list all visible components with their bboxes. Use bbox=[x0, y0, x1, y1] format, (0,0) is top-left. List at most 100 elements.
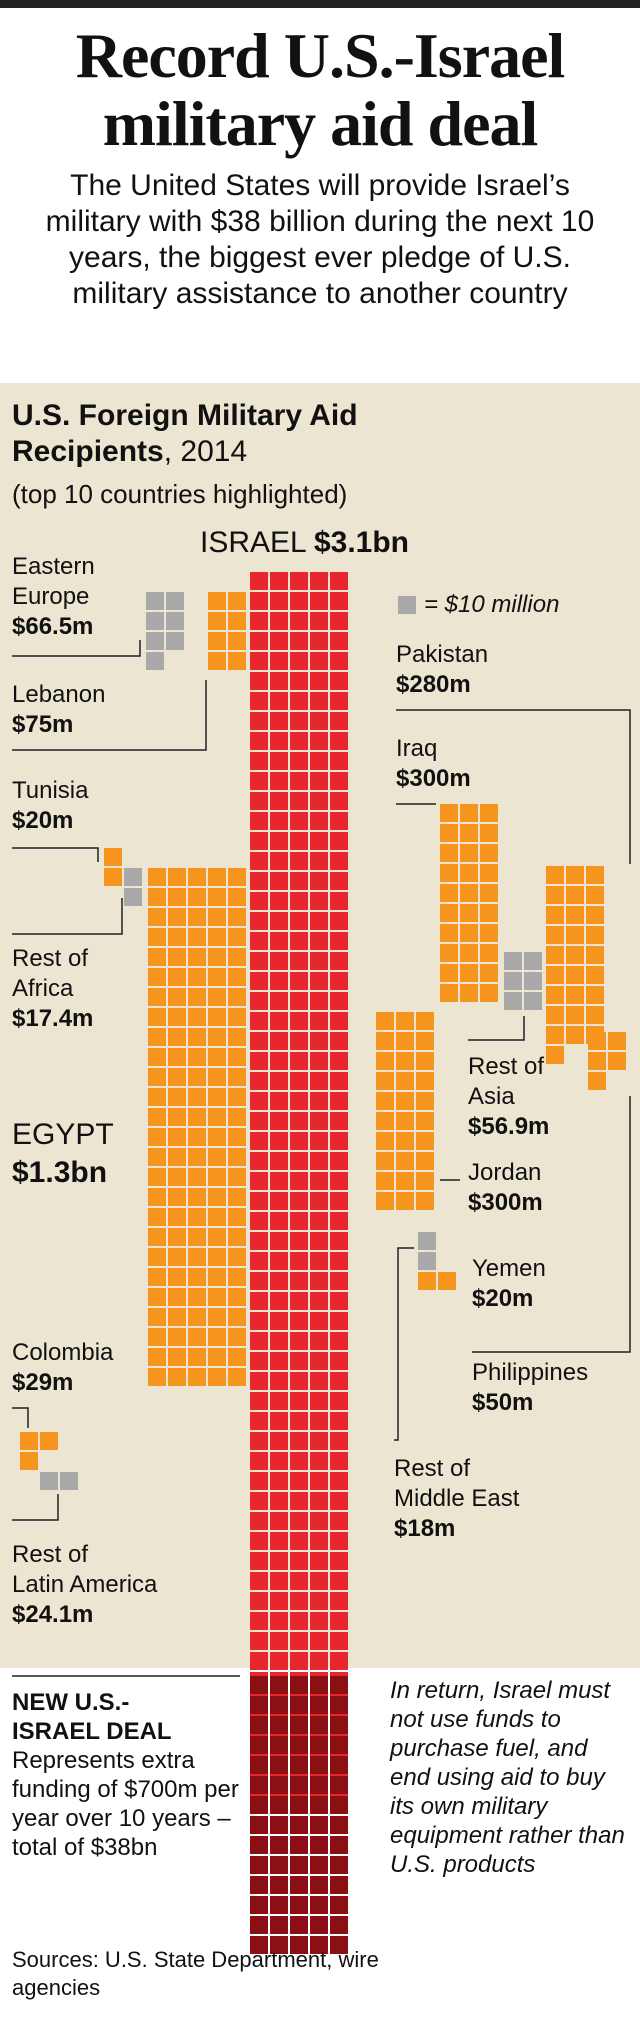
square-israel bbox=[330, 1372, 348, 1390]
square-israel bbox=[270, 1212, 288, 1230]
square-israel bbox=[310, 932, 328, 950]
square-rest-asia bbox=[524, 952, 542, 970]
square-egypt bbox=[228, 1188, 246, 1206]
square-egypt bbox=[148, 1308, 166, 1326]
square-jordan bbox=[416, 1072, 434, 1090]
label-rest-latam-value: $24.1m bbox=[12, 1601, 94, 1628]
square-israel bbox=[290, 1652, 308, 1670]
sources: Sources: U.S. State Department, wire age… bbox=[12, 1947, 379, 2000]
square-egypt bbox=[168, 868, 186, 886]
leader-tunisia bbox=[12, 847, 99, 862]
square-jordan bbox=[376, 1112, 394, 1130]
square-new-deal bbox=[290, 1756, 308, 1774]
square-new-deal bbox=[330, 1936, 348, 1954]
square-israel bbox=[270, 1132, 288, 1150]
square-philippines bbox=[588, 1072, 606, 1090]
square-jordan bbox=[396, 1172, 414, 1190]
square-egypt bbox=[148, 1148, 166, 1166]
square-new-deal bbox=[270, 1676, 288, 1694]
square-new-deal bbox=[270, 1916, 288, 1934]
square-israel bbox=[250, 1592, 268, 1610]
square-israel bbox=[250, 1152, 268, 1170]
square-israel bbox=[290, 972, 308, 990]
square-israel bbox=[290, 1152, 308, 1170]
square-pakistan bbox=[586, 866, 604, 884]
square-egypt bbox=[148, 1368, 166, 1386]
square-tunisia bbox=[104, 868, 122, 886]
square-jordan bbox=[376, 1132, 394, 1150]
square-new-deal bbox=[310, 1816, 328, 1834]
square-israel bbox=[330, 872, 348, 890]
square-rest-asia bbox=[524, 972, 542, 990]
square-pakistan bbox=[566, 986, 584, 1004]
square-egypt bbox=[168, 1208, 186, 1226]
square-egypt bbox=[228, 1308, 246, 1326]
square-egypt bbox=[208, 968, 226, 986]
square-new-deal bbox=[290, 1836, 308, 1854]
square-israel bbox=[270, 1452, 288, 1470]
square-egypt bbox=[148, 908, 166, 926]
legend-text: = $10 million bbox=[424, 591, 560, 618]
square-israel bbox=[330, 1432, 348, 1450]
square-iraq bbox=[480, 864, 498, 882]
square-israel bbox=[270, 1632, 288, 1650]
square-egypt bbox=[228, 1288, 246, 1306]
square-israel bbox=[270, 1072, 288, 1090]
label-colombia-name: Colombia bbox=[12, 1339, 114, 1366]
label-colombia: Colombia $29m bbox=[12, 1338, 113, 1398]
square-egypt bbox=[148, 1008, 166, 1026]
square-new-deal bbox=[290, 1816, 308, 1834]
square-pakistan bbox=[586, 1006, 604, 1024]
square-israel bbox=[330, 692, 348, 710]
square-iraq bbox=[460, 804, 478, 822]
square-eastern-europe bbox=[146, 612, 164, 630]
square-israel bbox=[250, 1412, 268, 1430]
square-israel bbox=[270, 572, 288, 590]
square-new-deal bbox=[310, 1936, 328, 1954]
square-israel bbox=[330, 912, 348, 930]
square-egypt bbox=[148, 1028, 166, 1046]
square-iraq bbox=[480, 884, 498, 902]
square-egypt bbox=[228, 1048, 246, 1066]
square-new-deal bbox=[250, 1776, 268, 1794]
square-egypt bbox=[168, 1108, 186, 1126]
square-egypt bbox=[208, 888, 226, 906]
square-egypt bbox=[148, 1268, 166, 1286]
square-israel bbox=[250, 1272, 268, 1290]
square-egypt bbox=[188, 1108, 206, 1126]
square-israel bbox=[290, 1432, 308, 1450]
square-new-deal bbox=[290, 1696, 308, 1714]
square-israel bbox=[270, 1552, 288, 1570]
square-egypt bbox=[188, 888, 206, 906]
label-lebanon-value: $75m bbox=[12, 711, 74, 738]
square-israel bbox=[290, 772, 308, 790]
square-israel bbox=[290, 1512, 308, 1530]
square-israel bbox=[250, 792, 268, 810]
square-israel bbox=[310, 1272, 328, 1290]
square-egypt bbox=[188, 1128, 206, 1146]
square-new-deal bbox=[330, 1916, 348, 1934]
square-israel bbox=[290, 852, 308, 870]
square-jordan bbox=[396, 1032, 414, 1050]
square-israel bbox=[310, 1112, 328, 1130]
section-title-recipients: Recipients bbox=[12, 435, 164, 468]
square-israel bbox=[310, 912, 328, 930]
square-israel bbox=[270, 652, 288, 670]
square-israel bbox=[250, 672, 268, 690]
square-pakistan bbox=[566, 946, 584, 964]
label-rest-africa-name-2: Africa bbox=[12, 975, 74, 1002]
square-israel bbox=[270, 1272, 288, 1290]
square-israel bbox=[290, 652, 308, 670]
square-pakistan bbox=[586, 966, 604, 984]
page-title: Record U.S.-Israel military aid deal bbox=[0, 22, 640, 158]
square-egypt bbox=[188, 1008, 206, 1026]
square-israel bbox=[250, 1632, 268, 1650]
square-egypt bbox=[148, 1128, 166, 1146]
square-pakistan bbox=[546, 1046, 564, 1064]
square-israel bbox=[290, 1072, 308, 1090]
square-israel bbox=[250, 812, 268, 830]
square-israel bbox=[310, 612, 328, 630]
square-israel bbox=[290, 1332, 308, 1350]
square-iraq bbox=[460, 944, 478, 962]
